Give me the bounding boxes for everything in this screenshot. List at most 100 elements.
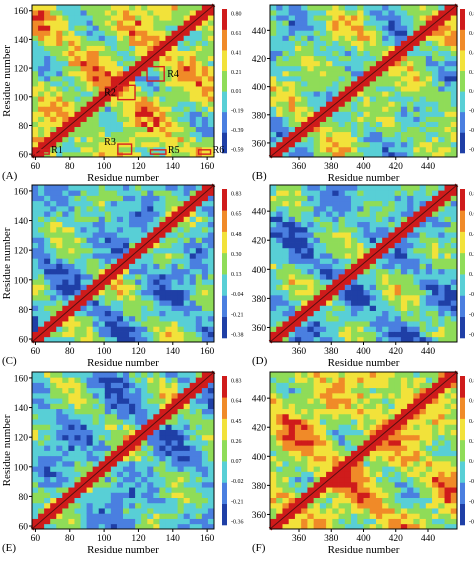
- heatmap-cell: [282, 10, 290, 16]
- heatmap-cell: [419, 146, 427, 153]
- heatmap-cell: [369, 247, 377, 254]
- heatmap-cell: [68, 237, 75, 243]
- heatmap-cell: [307, 372, 315, 378]
- heatmap-cell: [307, 106, 315, 112]
- heatmap-cell: [86, 242, 94, 249]
- heatmap-cell: [141, 106, 148, 112]
- heatmap-cell: [432, 305, 439, 311]
- heatmap-cell: [129, 50, 136, 57]
- heatmap-cell: [276, 65, 283, 72]
- heatmap-cell: [123, 434, 130, 441]
- heatmap-cell: [432, 151, 439, 158]
- heatmap-cell: [307, 284, 315, 291]
- heatmap-cell: [110, 70, 118, 77]
- heatmap-cell: [294, 200, 302, 207]
- heatmap-cell: [123, 242, 130, 249]
- heatmap-cell: [62, 200, 69, 207]
- heatmap-cell: [104, 434, 112, 441]
- heatmap-cell: [68, 253, 75, 259]
- heatmap-cell: [183, 81, 191, 87]
- heatmap-cell: [195, 326, 203, 332]
- heatmap-cell: [92, 25, 100, 31]
- heatmap-cell: [270, 429, 277, 436]
- heatmap-cell: [86, 460, 94, 467]
- region-box: [117, 84, 136, 101]
- heatmap-cell: [38, 523, 45, 530]
- heatmap-cell: [165, 471, 172, 478]
- heatmap-cell: [294, 300, 302, 306]
- heatmap-cell: [92, 15, 100, 21]
- heatmap-cell: [326, 336, 333, 343]
- heatmap-cell: [62, 382, 69, 389]
- heatmap-cell: [282, 284, 290, 291]
- heatmap-cell: [189, 429, 197, 436]
- heatmap-cell: [207, 419, 215, 425]
- heatmap-cell: [195, 50, 203, 57]
- heatmap-cell: [388, 30, 396, 36]
- heatmap-cell: [56, 221, 63, 228]
- heatmap-cell: [147, 408, 154, 415]
- heatmap-cell: [68, 336, 75, 343]
- heatmap-cell: [86, 5, 94, 11]
- heatmap-cell: [44, 445, 51, 451]
- heatmap-cell: [86, 30, 94, 36]
- heatmap-cell: [270, 258, 277, 264]
- heatmap-cell: [44, 305, 51, 311]
- heatmap-cell: [153, 377, 160, 383]
- heatmap-cell: [62, 263, 69, 270]
- heatmap-cell: [419, 106, 427, 112]
- heatmap-cell: [74, 310, 81, 317]
- heatmap-cell: [116, 131, 124, 138]
- heatmap-cell: [123, 116, 130, 122]
- heatmap-cell: [80, 185, 87, 191]
- heatmap-cell: [98, 116, 106, 122]
- heatmap-cell: [357, 221, 364, 228]
- heatmap-cell: [338, 253, 346, 259]
- heatmap-cell: [56, 242, 63, 249]
- heatmap-cell: [388, 75, 396, 82]
- heatmap-cell: [32, 116, 39, 122]
- heatmap-cell: [165, 273, 172, 280]
- heatmap-cell: [62, 20, 69, 26]
- heatmap-cell: [444, 237, 452, 243]
- heatmap-cell: [294, 279, 302, 285]
- heatmap-cell: [141, 226, 148, 233]
- heatmap-cell: [282, 205, 290, 212]
- heatmap-cell: [394, 237, 402, 243]
- heatmap-cell: [147, 279, 154, 285]
- heatmap-cell: [450, 96, 458, 102]
- heatmap-cell: [141, 502, 148, 509]
- heatmap-cell: [74, 466, 81, 472]
- heatmap-cell: [307, 75, 315, 82]
- heatmap-cell: [326, 151, 333, 158]
- heatmap-cell: [288, 70, 296, 77]
- heatmap-cell: [159, 497, 166, 504]
- heatmap-cell: [123, 487, 130, 493]
- heatmap-cell: [153, 403, 160, 410]
- heatmap-cell: [171, 70, 178, 77]
- heatmap-cell: [68, 15, 75, 21]
- heatmap-cell: [92, 258, 100, 264]
- heatmap-cell: [171, 424, 178, 430]
- heatmap-cell: [450, 294, 458, 301]
- heatmap-cell: [313, 75, 321, 82]
- colorbar-tick-label: 0.83: [231, 379, 242, 385]
- heatmap-cell: [56, 106, 63, 112]
- heatmap-cell: [369, 232, 377, 238]
- heatmap-cell: [171, 289, 178, 296]
- heatmap-cell: [86, 305, 94, 311]
- heatmap-cell: [382, 190, 389, 196]
- heatmap-cell: [38, 81, 45, 87]
- heatmap-cell: [147, 513, 154, 519]
- heatmap-cell: [270, 460, 277, 467]
- heatmap-cell: [282, 336, 290, 343]
- heatmap-cell: [207, 131, 215, 138]
- heatmap-cell: [288, 487, 296, 493]
- heatmap-cell: [98, 372, 106, 378]
- heatmap-cell: [189, 185, 197, 191]
- heatmap-cell: [44, 440, 51, 446]
- heatmap-cell: [326, 185, 333, 191]
- heatmap-cell: [313, 226, 321, 233]
- heatmap-cell: [68, 106, 75, 112]
- heatmap-cell: [282, 15, 290, 21]
